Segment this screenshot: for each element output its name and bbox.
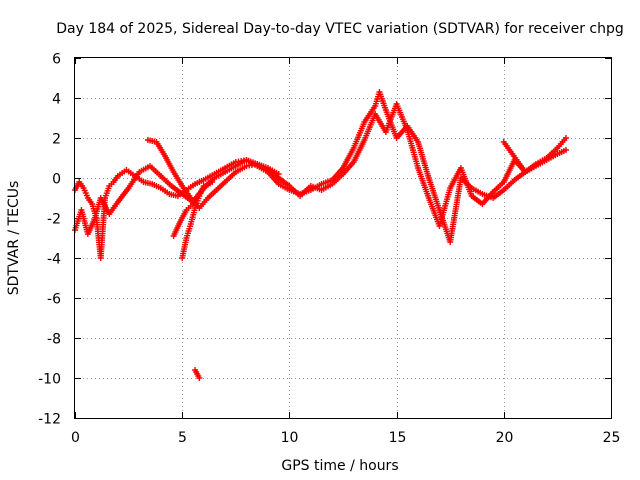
- tick-labels: 0 5 10 15 20 25 -12 -10 -8 -6 -4 -2 0 2 4 6: [38, 52, 620, 447]
- y-tick-label: -12: [38, 412, 61, 428]
- series-track-6: [192, 367, 203, 381]
- y-tick-label: -4: [47, 252, 61, 268]
- chart-title: Day 184 of 2025, Sidereal Day-to-day VTE…: [56, 21, 624, 37]
- data-point: [562, 135, 569, 141]
- plot-frame: [74, 57, 612, 419]
- series-track-1: [72, 89, 569, 261]
- y-axis-label: SDTVAR / TECUs: [6, 181, 22, 296]
- data-point: [522, 169, 529, 175]
- data-point: [209, 179, 216, 185]
- grid: [75, 58, 611, 418]
- data-points: [72, 89, 569, 381]
- data-point: [196, 375, 203, 381]
- x-tick-label: 20: [496, 430, 514, 446]
- axis-ticks: [75, 58, 612, 419]
- y-tick-label: 4: [52, 92, 61, 108]
- y-tick-label: -2: [47, 212, 61, 228]
- y-tick-label: -10: [38, 372, 61, 388]
- data-point: [200, 183, 207, 189]
- y-tick-label: -8: [47, 332, 61, 348]
- x-tick-label: 5: [178, 430, 187, 446]
- data-point: [562, 147, 569, 153]
- data-point: [275, 171, 282, 177]
- series-track-7: [500, 139, 529, 175]
- x-axis-label: GPS time / hours: [281, 458, 398, 474]
- y-tick-label: -6: [47, 292, 61, 308]
- x-tick-label: 15: [389, 430, 407, 446]
- y-tick-label: 6: [52, 52, 61, 68]
- x-tick-label: 0: [71, 430, 80, 446]
- y-tick-label: 0: [52, 172, 61, 188]
- x-tick-label: 10: [281, 430, 299, 446]
- series-track-5: [179, 183, 207, 261]
- series-track-3: [144, 137, 282, 211]
- series-track-2: [72, 101, 569, 237]
- y-tick-label: 2: [52, 132, 61, 148]
- x-tick-label: 25: [603, 430, 621, 446]
